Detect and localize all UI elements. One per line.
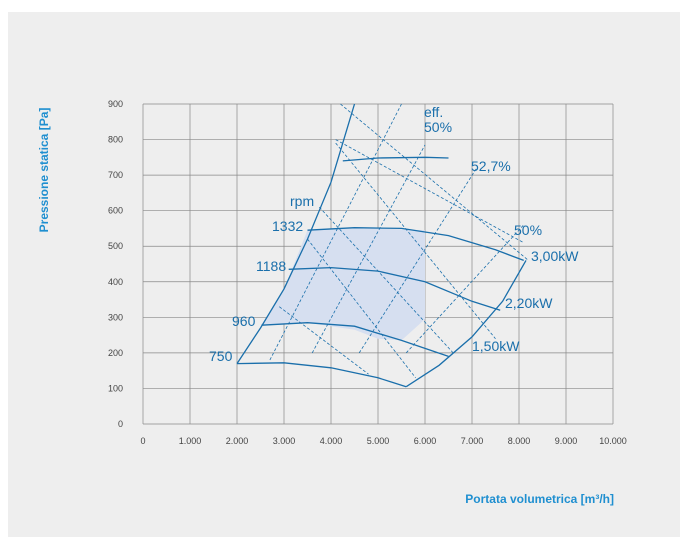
efficiency-line-6 (269, 103, 402, 361)
speed-curve-750 (236, 362, 407, 388)
y-tick-label-4: 400 (108, 277, 123, 287)
x-tick-label-2: 2.000 (226, 436, 249, 446)
efficiency-line-0 (340, 103, 529, 261)
y-tick-label-1: 100 (108, 383, 123, 393)
efficiency-line-5 (279, 306, 369, 375)
efficiency-lines (269, 103, 529, 379)
speed-curves (236, 103, 527, 388)
y-tick-label-6: 600 (108, 206, 123, 216)
x-tick-label-5: 5.000 (367, 436, 390, 446)
efficiency-line-2 (335, 142, 496, 339)
speed-curve-960 (261, 322, 449, 358)
efficiency-line-9 (405, 224, 524, 354)
y-tick-label-2: 200 (108, 348, 123, 358)
operating-region (261, 227, 425, 341)
speed-label-750: 750 (209, 348, 233, 364)
tick-labels: 0 1.000 2.000 3.000 4.000 5.000 6.000 7.000 8.00… (108, 99, 627, 446)
eff-52-7-label: 52,7% (471, 158, 511, 174)
eff-header-label: eff. (424, 104, 443, 120)
x-tick-label-0: 0 (140, 436, 145, 446)
speed-curve-1188 (288, 266, 501, 311)
y-tick-label-0: 0 (118, 419, 123, 429)
power-label-3-00kw: 3,00kW (531, 248, 579, 264)
x-tick-label-1: 1.000 (179, 436, 202, 446)
operating-limit-line (236, 103, 356, 364)
y-tick-label-9: 900 (108, 99, 123, 109)
efficiency-line-1 (335, 139, 524, 244)
shaded-operating-area (261, 227, 425, 341)
x-axis-title: Portata volumetrica [m³/h] (465, 492, 614, 506)
power-label-1-50kw: 1,50kW (472, 338, 520, 354)
x-tick-label-9: 9.000 (555, 436, 578, 446)
y-tick-label-8: 800 (108, 135, 123, 145)
y-tick-label-3: 300 (108, 312, 123, 322)
eff-50-top-label: 50% (424, 119, 452, 135)
y-tick-label-7: 700 (108, 170, 123, 180)
efficiency-line-8 (358, 167, 478, 354)
x-tick-label-8: 8.000 (508, 436, 531, 446)
y-axis-title: Pressione statica [Pa] (37, 108, 51, 233)
power-label-2-20kw: 2,20kW (505, 295, 553, 311)
x-tick-label-10: 10.000 (599, 436, 627, 446)
eff-50-right-label: 50% (514, 222, 542, 238)
speed-curve-top (342, 156, 449, 162)
x-tick-label-3: 3.000 (273, 436, 296, 446)
rpm-header-label: rpm (290, 193, 314, 209)
right-envelope-line (405, 260, 527, 388)
y-tick-label-5: 500 (108, 241, 123, 251)
efficiency-line-4 (307, 238, 416, 379)
speed-label-960: 960 (232, 313, 256, 329)
speed-label-1332: 1332 (272, 218, 303, 234)
x-tick-label-7: 7.000 (461, 436, 484, 446)
efficiency-line-7 (311, 144, 426, 354)
x-tick-label-6: 6.000 (414, 436, 437, 446)
speed-label-1188: 1188 (256, 258, 286, 274)
efficiency-line-3 (319, 206, 454, 354)
x-tick-label-4: 4.000 (320, 436, 343, 446)
speed-curve-1332 (307, 227, 524, 262)
